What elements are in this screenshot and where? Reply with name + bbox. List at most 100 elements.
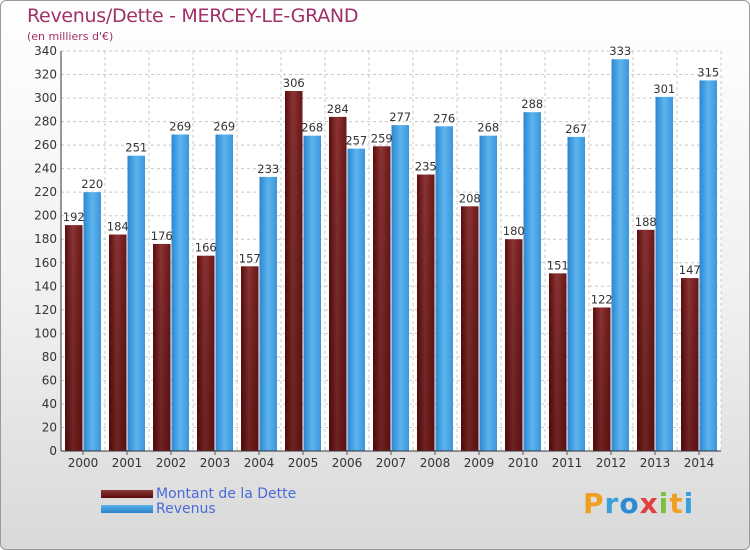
plot-area (61, 51, 721, 451)
chart-title: Revenus/Dette - MERCEY-LE-GRAND (27, 5, 359, 27)
x-tick-label: 2003 (200, 456, 231, 470)
y-tick-label: 260 (34, 138, 57, 152)
x-tick-label: 2008 (420, 456, 451, 470)
x-tick-label: 2014 (684, 456, 715, 470)
y-tick-label: 240 (34, 162, 57, 176)
bar-revenue (435, 126, 453, 451)
y-tick-label: 280 (34, 115, 57, 129)
bar-revenue (523, 112, 541, 452)
y-tick-label: 100 (34, 326, 57, 340)
y-tick-label: 220 (34, 185, 57, 199)
data-label-revenue: 333 (609, 44, 631, 58)
data-label-debt: 235 (415, 160, 437, 174)
bar-debt-shade (329, 116, 347, 451)
data-label-debt: 180 (503, 224, 525, 238)
bar-revenue (611, 59, 629, 452)
x-tick-label: 2009 (464, 456, 495, 470)
bar-debt-shade (153, 243, 171, 451)
bar-debt-shade (549, 273, 567, 451)
data-label-debt: 166 (195, 241, 217, 255)
data-label-debt: 208 (459, 191, 481, 205)
bar-debt-shade (197, 255, 215, 451)
bar-debt-shade (285, 91, 303, 451)
bar-debt-shade (109, 234, 127, 451)
data-label-debt: 151 (547, 258, 569, 272)
bar-debt-shade (505, 239, 523, 451)
y-tick-label: 0 (49, 444, 57, 458)
data-label-revenue: 268 (301, 121, 323, 135)
x-tick-label: 2012 (596, 456, 627, 470)
bar-revenue (303, 135, 321, 452)
data-label-revenue: 257 (345, 134, 367, 148)
y-tick-label: 320 (34, 68, 57, 82)
bar-revenue (479, 135, 497, 452)
x-tick-label: 2006 (332, 456, 363, 470)
data-label-debt: 147 (679, 263, 701, 277)
data-label-debt: 122 (591, 292, 613, 306)
data-label-revenue: 233 (257, 162, 279, 176)
logo-letter: P (583, 487, 605, 520)
data-label-debt: 192 (63, 210, 85, 224)
logo-letter: r (604, 487, 620, 520)
x-tick-label: 2013 (640, 456, 671, 470)
x-tick-label: 2004 (244, 456, 275, 470)
data-label-debt: 188 (635, 215, 657, 229)
bar-revenue (259, 176, 277, 451)
logo-letter: i (658, 487, 670, 520)
y-tick-label: 340 (34, 44, 57, 58)
data-label-revenue: 276 (433, 111, 455, 125)
logo-letter: x (639, 487, 659, 520)
proxiti-logo: Proxiti (583, 487, 694, 520)
bar-debt-shade (681, 278, 699, 451)
data-label-debt: 184 (107, 220, 129, 234)
bar-revenue (127, 155, 145, 452)
bar-revenue (699, 80, 717, 451)
bar-debt-shade (461, 206, 479, 451)
x-tick-label: 2000 (68, 456, 99, 470)
data-label-debt: 157 (239, 251, 261, 265)
bar-debt-shade (593, 307, 611, 451)
data-label-debt: 284 (327, 102, 349, 116)
bar-revenue (391, 125, 409, 451)
legend-label-debt: Montant de la Dette (156, 486, 297, 502)
x-tick-label: 2010 (508, 456, 539, 470)
data-label-revenue: 269 (169, 120, 191, 134)
logo-letter: o (619, 487, 640, 520)
bar-revenue (215, 134, 233, 451)
legend-swatch-debt (101, 490, 153, 498)
bar-revenue (347, 148, 365, 451)
chart-subtitle: (en milliers d'€) (27, 30, 114, 43)
bar-debt-shade (65, 225, 83, 451)
data-label-revenue: 267 (565, 122, 587, 136)
data-label-revenue: 269 (213, 120, 235, 134)
logo-letter: i (683, 487, 695, 520)
data-label-debt: 176 (151, 229, 173, 243)
y-tick-label: 40 (42, 397, 57, 411)
bar-debt-shade (417, 174, 435, 451)
bar-revenue (655, 96, 673, 451)
data-label-revenue: 268 (477, 121, 499, 135)
x-tick-label: 2005 (288, 456, 319, 470)
x-tick-label: 2011 (552, 456, 583, 470)
data-label-revenue: 277 (389, 110, 411, 124)
bar-debt-shade (373, 146, 391, 451)
data-label-revenue: 251 (125, 141, 147, 155)
logo-letter: t (669, 487, 684, 520)
y-tick-label: 200 (34, 209, 57, 223)
y-tick-label: 140 (34, 279, 57, 293)
bar-debt-shade (241, 266, 259, 451)
bar-revenue (171, 134, 189, 451)
x-tick-label: 2007 (376, 456, 407, 470)
x-tick-label: 2002 (156, 456, 187, 470)
y-tick-label: 160 (34, 256, 57, 270)
bar-revenue (567, 136, 585, 451)
y-tick-label: 300 (34, 91, 57, 105)
y-tick-label: 80 (42, 350, 57, 364)
x-tick-label: 2001 (112, 456, 143, 470)
data-label-revenue: 288 (521, 97, 543, 111)
y-tick-label: 60 (42, 373, 57, 387)
data-label-revenue: 301 (653, 82, 675, 96)
y-tick-label: 20 (42, 420, 57, 434)
